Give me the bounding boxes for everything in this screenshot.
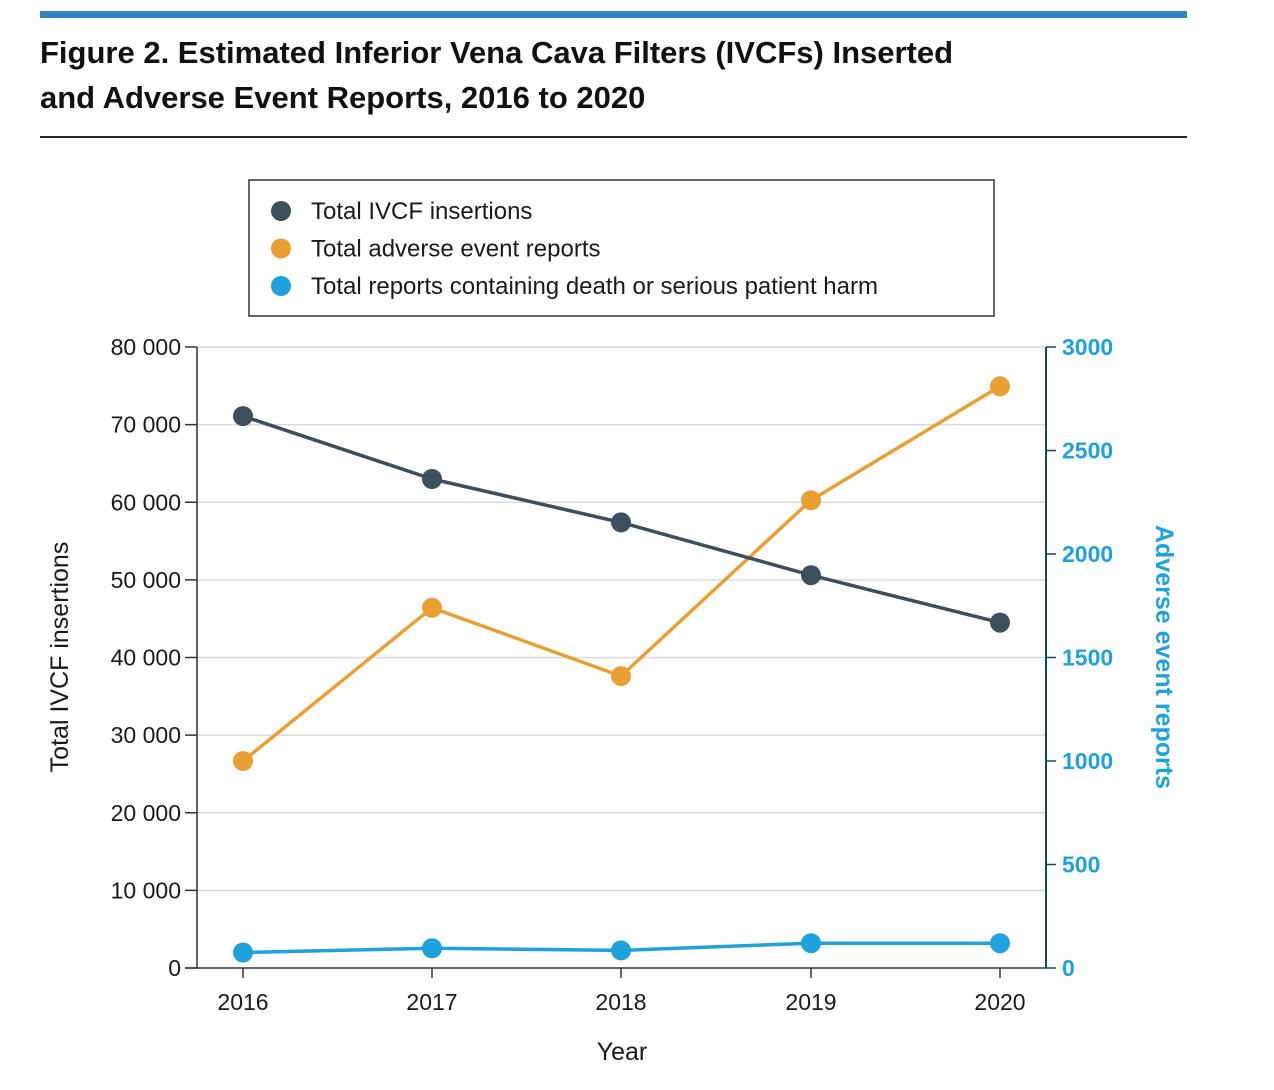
legend-marker bbox=[271, 238, 291, 259]
y-tick-label-right: 500 bbox=[1062, 852, 1100, 878]
series-2-point bbox=[422, 597, 442, 618]
series-1-point bbox=[801, 565, 821, 586]
y-tick-label-left: 10 000 bbox=[111, 877, 181, 903]
y-tick-label-left: 0 bbox=[168, 955, 181, 981]
figure-title: Figure 2. Estimated Inferior Vena Cava F… bbox=[40, 30, 1190, 120]
legend-label: Total IVCF insertions bbox=[311, 198, 532, 225]
x-axis-title: Year bbox=[597, 1038, 648, 1066]
y-tick-label-right: 2500 bbox=[1062, 438, 1113, 464]
y-tick-label-left: 70 000 bbox=[111, 412, 181, 438]
legend: Total IVCF insertions Total adverse event… bbox=[248, 179, 995, 317]
series-1-point bbox=[233, 406, 253, 427]
legend-marker bbox=[271, 201, 291, 221]
x-tick-label: 2016 bbox=[217, 989, 268, 1015]
series-2-point bbox=[801, 490, 821, 511]
series-2-line bbox=[241, 384, 1001, 763]
y-tick-label-left: 60 000 bbox=[111, 489, 181, 515]
y-tick-label-left: 20 000 bbox=[111, 800, 181, 826]
y-tick-label-left: 50 000 bbox=[111, 567, 181, 593]
series-2-point bbox=[233, 751, 253, 771]
series-3-point bbox=[801, 933, 821, 954]
y-tick-label-right: 0 bbox=[1062, 955, 1075, 981]
legend-marker bbox=[271, 276, 291, 296]
x-tick-label: 2018 bbox=[595, 989, 646, 1015]
series-layer bbox=[233, 376, 1010, 963]
series-2-point bbox=[990, 376, 1010, 397]
series-3-point bbox=[990, 933, 1010, 954]
y-axis-title-right: Adverse event reports bbox=[1150, 525, 1178, 789]
y-tick-label-right: 1000 bbox=[1062, 748, 1113, 774]
series-2-point bbox=[611, 666, 631, 687]
series-1-point bbox=[422, 469, 442, 489]
accent-bar bbox=[40, 11, 1187, 18]
series-3-point bbox=[233, 942, 253, 963]
title-divider bbox=[40, 136, 1187, 138]
series-3-point bbox=[611, 940, 631, 961]
legend-label: Total reports containing death or seriou… bbox=[311, 273, 878, 300]
y-tick-label-left: 80 000 bbox=[111, 334, 181, 360]
series-1-point bbox=[611, 512, 631, 533]
axes: 0 10 000 20 000 30 000 40 000 50 000 60 000 70 … bbox=[111, 334, 1114, 1015]
y-tick-label-right: 2000 bbox=[1062, 541, 1113, 567]
figure-title-line1: Figure 2. Estimated Inferior Vena Cava F… bbox=[40, 35, 954, 70]
x-tick-label: 2017 bbox=[406, 989, 457, 1015]
series-3-point bbox=[422, 938, 442, 959]
y-tick-label-left: 30 000 bbox=[111, 722, 181, 748]
figure-title-line2: and Adverse Event Reports, 2016 to 2020 bbox=[40, 80, 646, 115]
legend-label: Total adverse event reports bbox=[311, 236, 601, 263]
y-tick-label-right: 1500 bbox=[1062, 645, 1113, 671]
y-axis-title-left: Total IVCF insertions bbox=[46, 542, 74, 773]
y-tick-label-right: 3000 bbox=[1062, 334, 1113, 360]
legend-box bbox=[248, 179, 995, 317]
series-1-point bbox=[990, 612, 1010, 633]
gridlines bbox=[197, 346, 1046, 892]
x-tick-label: 2020 bbox=[974, 989, 1025, 1015]
x-tick-label: 2019 bbox=[785, 989, 836, 1015]
y-tick-label-left: 40 000 bbox=[111, 645, 181, 671]
